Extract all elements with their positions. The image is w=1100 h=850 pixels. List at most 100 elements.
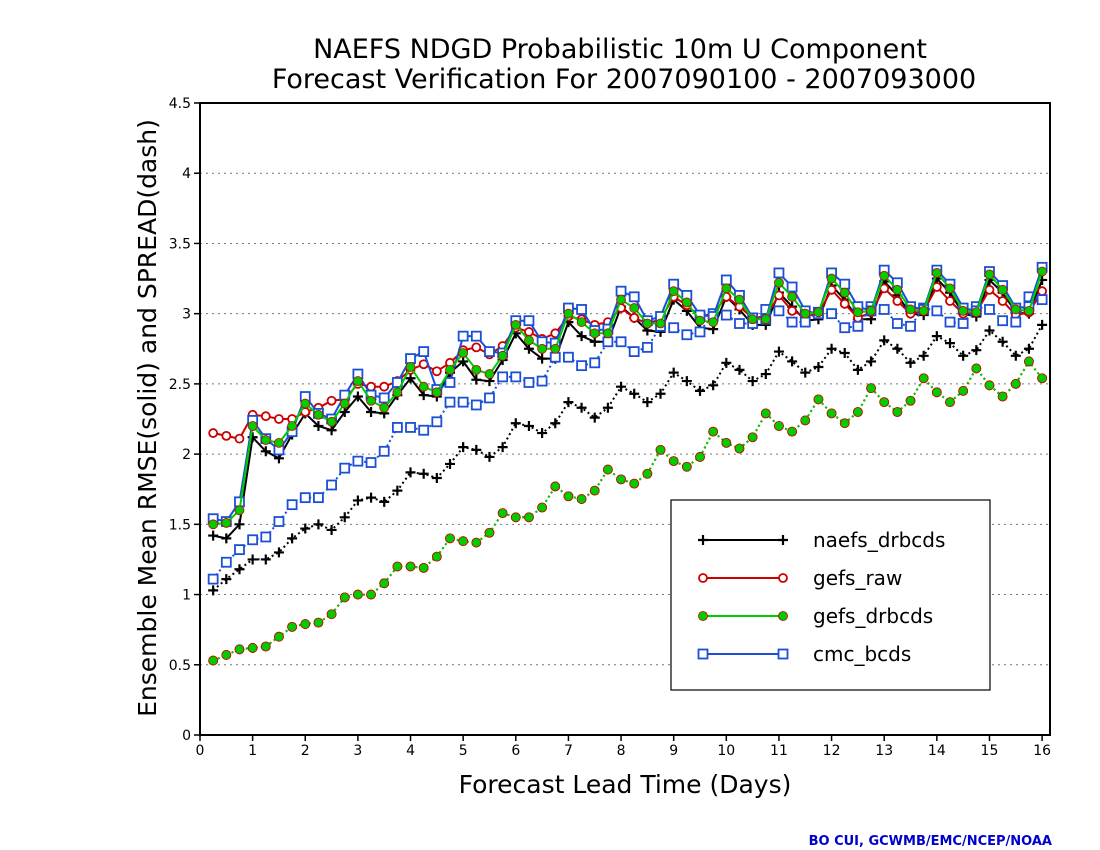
cmc_bcds-spread-point bbox=[431, 416, 443, 428]
naefs_drbcds-spread-point bbox=[300, 523, 311, 534]
gefs_drbcds-rmse-point bbox=[984, 269, 995, 280]
naefs_drbcds-spread-point bbox=[208, 585, 219, 596]
gefs_drbcds-spread-point bbox=[247, 643, 258, 653]
gefs_drbcds-rmse-point bbox=[366, 395, 376, 406]
gefs_drbcds-spread-point bbox=[287, 621, 298, 632]
gefs_raw-rmse-point bbox=[787, 305, 798, 316]
gefs_drbcds-rmse-point bbox=[260, 435, 271, 445]
naefs_drbcds-spread-point bbox=[760, 369, 771, 380]
gefs_raw-rmse-point bbox=[260, 411, 271, 422]
cmc_bcds-spread-point bbox=[589, 357, 601, 369]
naefs_drbcds-rmse-point bbox=[458, 356, 469, 367]
naefs_drbcds-spread-point bbox=[918, 350, 929, 361]
gefs_drbcds-rmse-point bbox=[313, 409, 324, 420]
naefs_drbcds-spread-point bbox=[458, 442, 469, 453]
gefs_drbcds-rmse-point bbox=[721, 283, 732, 294]
cmc_bcds-rmse-point bbox=[484, 346, 495, 357]
naefs_drbcds-spread-point bbox=[418, 468, 429, 479]
gefs_drbcds-rmse-point bbox=[655, 318, 666, 329]
gefs_drbcds-rmse-point bbox=[668, 286, 679, 297]
gefs_drbcds-spread-point bbox=[826, 408, 837, 419]
naefs_drbcds-spread-point bbox=[221, 574, 232, 585]
y-axis-title: Ensemble Mean RMSE(solid) and SPREAD(das… bbox=[133, 119, 162, 717]
gefs_drbcds-rmse-point bbox=[997, 284, 1008, 295]
gefs_drbcds-spread-point bbox=[616, 474, 626, 485]
gefs_raw-rmse-point bbox=[221, 430, 232, 441]
naefs_drbcds-spread-point bbox=[800, 367, 811, 378]
gefs_raw-rmse-point bbox=[945, 296, 955, 306]
cmc_bcds-spread-point bbox=[247, 534, 259, 546]
legend-marker-gefs_drbcds bbox=[698, 611, 708, 621]
naefs_drbcds-spread-point bbox=[945, 338, 955, 349]
x-tick-label: 7 bbox=[564, 743, 573, 759]
naefs_drbcds-spread-point bbox=[484, 451, 495, 462]
gefs_drbcds-spread-point bbox=[760, 408, 771, 419]
gefs_drbcds-spread-point bbox=[366, 589, 376, 600]
x-tick-label: 8 bbox=[617, 743, 626, 759]
cmc_bcds-rmse-point bbox=[457, 330, 469, 342]
gefs_drbcds-spread-point bbox=[984, 380, 995, 391]
naefs_drbcds-spread-point bbox=[642, 397, 653, 408]
cmc_bcds-spread-point bbox=[852, 320, 864, 332]
cmc_bcds-spread-point bbox=[273, 516, 285, 527]
x-tick-label: 16 bbox=[1033, 743, 1051, 759]
cmc_bcds-rmse-point bbox=[378, 392, 390, 404]
x-axis-title: Forecast Lead Time (Days) bbox=[459, 770, 792, 799]
cmc_bcds-spread-point bbox=[484, 392, 495, 404]
naefs_drbcds-spread-point bbox=[879, 335, 890, 346]
gefs_raw-rmse-point bbox=[629, 312, 640, 323]
naefs_drbcds-spread-point bbox=[405, 467, 416, 478]
y-tick-label: 3.5 bbox=[169, 236, 191, 252]
gefs_drbcds-spread-point bbox=[471, 537, 482, 548]
cmc_bcds-spread-point bbox=[839, 322, 851, 334]
naefs_drbcds-spread-point bbox=[550, 418, 561, 429]
cmc_bcds-rmse-line bbox=[212, 266, 1044, 523]
naefs_drbcds-spread-point bbox=[273, 547, 284, 558]
gefs_drbcds-rmse-point bbox=[602, 328, 613, 339]
gefs_drbcds-rmse-point bbox=[379, 402, 390, 413]
gefs_drbcds-spread-point bbox=[484, 527, 495, 538]
gefs_raw-rmse-point bbox=[1037, 286, 1048, 297]
naefs_drbcds-spread-point bbox=[721, 357, 732, 368]
naefs_drbcds-spread-point bbox=[313, 519, 324, 530]
gefs_drbcds-spread-point bbox=[905, 395, 916, 406]
gefs_drbcds-rmse-point bbox=[352, 376, 363, 386]
gefs_drbcds-spread-point bbox=[813, 394, 824, 405]
naefs_drbcds-spread-point bbox=[1010, 350, 1021, 361]
gefs_drbcds-rmse-point bbox=[392, 387, 403, 398]
gefs_drbcds-rmse-point bbox=[221, 518, 232, 528]
gefs_drbcds-spread-point bbox=[787, 426, 798, 437]
naefs_drbcds-spread-point bbox=[602, 402, 613, 413]
gefs_raw-rmse-point bbox=[931, 282, 942, 292]
naefs_drbcds-rmse-point bbox=[339, 406, 350, 417]
cmc_bcds-spread-point bbox=[773, 305, 785, 317]
naefs_drbcds-rmse-point bbox=[405, 373, 416, 384]
naefs_drbcds-rmse-point bbox=[208, 530, 219, 541]
gefs_drbcds-rmse-point bbox=[734, 294, 745, 305]
naefs_drbcds-rmse-point bbox=[576, 331, 587, 342]
naefs_drbcds-spread-point bbox=[681, 376, 692, 387]
legend-marker-gefs_raw bbox=[778, 573, 788, 583]
x-tick-label: 10 bbox=[717, 743, 735, 759]
cmc_bcds-spread-point bbox=[720, 309, 732, 321]
cmc_bcds-rmse-point bbox=[405, 353, 416, 365]
gefs_drbcds-spread-point bbox=[418, 562, 429, 573]
gefs_drbcds-rmse-point bbox=[1010, 304, 1021, 315]
gefs_drbcds-rmse-point bbox=[629, 303, 640, 313]
legend-box bbox=[670, 499, 991, 691]
gefs_drbcds-spread-point bbox=[734, 443, 745, 454]
naefs_drbcds-spread-point bbox=[892, 343, 903, 354]
gefs_drbcds-spread-point bbox=[997, 391, 1008, 402]
cmc_bcds-spread-point bbox=[418, 424, 430, 436]
gefs_drbcds-spread-point bbox=[392, 561, 403, 572]
gefs_drbcds-rmse-point bbox=[471, 364, 482, 375]
gefs_drbcds-rmse-point bbox=[287, 421, 298, 431]
gefs_drbcds-spread-point bbox=[945, 397, 955, 408]
naefs_drbcds-spread-point bbox=[668, 367, 679, 378]
gefs_drbcds-spread-point bbox=[918, 373, 929, 384]
naefs_drbcds-spread-point bbox=[352, 495, 363, 506]
gefs_drbcds-spread-point bbox=[563, 491, 574, 502]
gefs_drbcds-rmse-point bbox=[497, 350, 508, 361]
legend-marker-naefs_drbcds bbox=[698, 535, 708, 545]
gefs_drbcds-rmse-point bbox=[563, 308, 574, 319]
